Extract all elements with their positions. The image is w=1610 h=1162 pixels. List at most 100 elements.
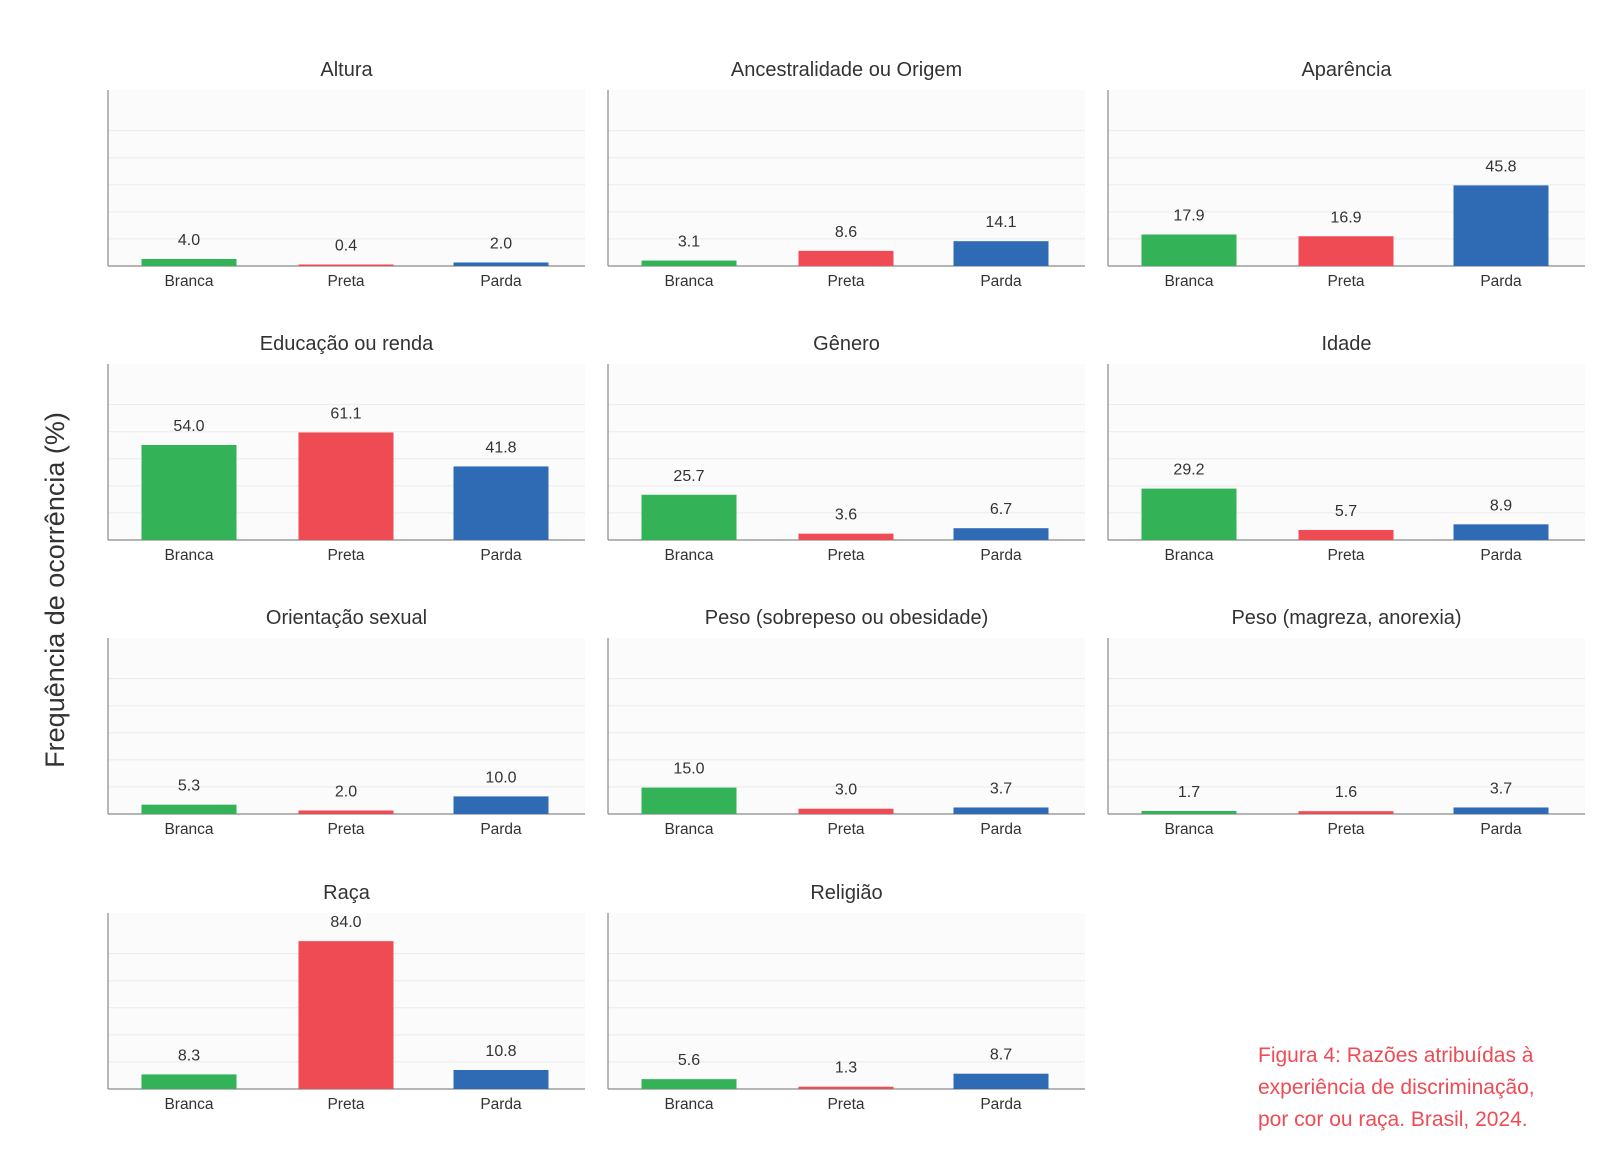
data-label: 8.3 xyxy=(178,1047,200,1064)
data-label: 84.0 xyxy=(330,914,361,931)
tick-label: Branca xyxy=(164,1096,213,1113)
bar-branca xyxy=(1141,811,1237,814)
chart-panels: Altura4.0Branca0.4Preta2.0PardaAncestral… xyxy=(107,59,1585,1113)
chart-panel: Raça 8.3 Branca 84.0 Preta 10.8 Parda xyxy=(107,882,585,1113)
data-label: 5.3 xyxy=(178,778,200,795)
data-label: 2.0 xyxy=(335,783,357,800)
tick-label: Branca xyxy=(664,547,713,564)
chart-panel: Peso (magreza, anorexia) 1.7 Branca 1.6 Pret… xyxy=(1107,607,1585,838)
tick-label: Preta xyxy=(827,547,864,564)
tick-label: Preta xyxy=(327,273,364,290)
panel-title: Peso (magreza, anorexia) xyxy=(1231,607,1461,629)
caption-line: Figura 4: Razões atribuídas à xyxy=(1258,1044,1534,1067)
chart-panel: Peso (sobrepeso ou obesidade) 15.0 Branca 3… xyxy=(607,607,1085,838)
tick-label: Preta xyxy=(1327,273,1364,290)
data-label: 10.8 xyxy=(485,1043,516,1060)
data-label: 6.7 xyxy=(990,501,1012,518)
bar-preta xyxy=(798,250,894,266)
panel-title: Raça xyxy=(323,882,371,904)
tick-label: Parda xyxy=(480,821,522,838)
data-label: 29.2 xyxy=(1173,462,1204,479)
panel-background xyxy=(608,913,1085,1089)
panel-title: Idade xyxy=(1321,333,1371,355)
bar-preta xyxy=(298,810,394,814)
panel-background xyxy=(108,638,585,814)
panel-title: Altura xyxy=(320,59,373,81)
tick-label: Preta xyxy=(827,1096,864,1113)
data-label: 8.9 xyxy=(1490,497,1512,514)
panel-title: Orientação sexual xyxy=(266,607,427,629)
panel-title: Peso (sobrepeso ou obesidade) xyxy=(705,607,989,629)
tick-label: Preta xyxy=(827,821,864,838)
tick-label: Branca xyxy=(664,273,713,290)
tick-label: Preta xyxy=(1327,821,1364,838)
bar-branca xyxy=(641,1079,737,1089)
data-label: 1.7 xyxy=(1178,784,1200,801)
bar-parda xyxy=(953,241,1049,266)
y-axis-label: Frequência de ocorrência (%) xyxy=(40,412,70,768)
data-label: 15.0 xyxy=(673,761,704,778)
panel-title: Religião xyxy=(810,882,882,904)
tick-label: Preta xyxy=(327,1096,364,1113)
data-label: 8.6 xyxy=(835,224,857,241)
bar-preta xyxy=(798,533,894,540)
tick-label: Preta xyxy=(827,273,864,290)
bar-parda xyxy=(453,262,549,266)
tick-label: Branca xyxy=(1164,547,1213,564)
bar-preta xyxy=(298,941,394,1089)
chart-panel: Ancestralidade ou Origem 3.1 Branca 8.6 Pret… xyxy=(607,59,1085,290)
data-label: 61.1 xyxy=(330,405,361,422)
bar-preta xyxy=(1298,236,1394,266)
tick-label: Parda xyxy=(980,547,1022,564)
tick-label: Branca xyxy=(164,547,213,564)
bar-parda xyxy=(953,1073,1049,1089)
data-label: 16.9 xyxy=(1330,209,1361,226)
data-label: 0.4 xyxy=(335,238,357,255)
data-label: 14.1 xyxy=(985,214,1016,231)
bar-preta xyxy=(1298,811,1394,814)
tick-label: Preta xyxy=(327,547,364,564)
data-label: 3.7 xyxy=(990,780,1012,797)
data-label: 3.1 xyxy=(678,234,700,251)
bar-branca xyxy=(641,787,737,814)
bar-parda xyxy=(953,807,1049,814)
tick-label: Preta xyxy=(1327,547,1364,564)
caption-line: experiência de discriminação, xyxy=(1258,1076,1535,1099)
bar-preta xyxy=(298,432,394,540)
tick-label: Branca xyxy=(664,1096,713,1113)
tick-label: Parda xyxy=(980,1096,1022,1113)
bar-branca xyxy=(141,1074,237,1089)
panel-title: Gênero xyxy=(813,333,880,355)
data-label: 25.7 xyxy=(673,468,704,485)
bar-parda xyxy=(453,796,549,814)
bar-parda xyxy=(1453,524,1549,540)
data-label: 5.7 xyxy=(1335,503,1357,520)
tick-label: Parda xyxy=(480,1096,522,1113)
data-label: 54.0 xyxy=(173,418,204,435)
panel-title: Educação ou renda xyxy=(260,333,434,355)
figure-caption: Figura 4: Razões atribuídas à experiênci… xyxy=(1258,1040,1598,1136)
bar-branca xyxy=(1141,234,1237,266)
chart-panel: Educação ou renda 54.0 Branca 61.1 Preta 41.8… xyxy=(107,333,585,564)
tick-label: Parda xyxy=(1480,273,1522,290)
chart-panel: Gênero 25.7 Branca 3.6 Preta 6.7 Parda xyxy=(607,333,1085,564)
bar-branca xyxy=(641,494,737,540)
tick-label: Branca xyxy=(1164,273,1213,290)
data-label: 1.3 xyxy=(835,1060,857,1077)
tick-label: Branca xyxy=(164,273,213,290)
panel-background xyxy=(608,638,1085,814)
chart-panel: Religião 5.6 Branca 1.3 Preta 8.7 Parda xyxy=(607,882,1085,1113)
bar-preta xyxy=(1298,529,1394,540)
tick-label: Parda xyxy=(1480,547,1522,564)
tick-label: Parda xyxy=(980,273,1022,290)
chart-panel: Aparência 17.9 Branca 16.9 Preta 45.8 Parda xyxy=(1107,59,1585,290)
bar-preta xyxy=(798,1086,894,1089)
tick-label: Parda xyxy=(980,821,1022,838)
bar-parda xyxy=(1453,185,1549,266)
bar-branca xyxy=(141,804,237,814)
data-label: 10.0 xyxy=(485,769,516,786)
chart-panel: Orientação sexual 5.3 Branca 2.0 Preta 10.0 Pa… xyxy=(107,607,585,838)
tick-label: Parda xyxy=(480,547,522,564)
data-label: 3.0 xyxy=(835,782,857,799)
